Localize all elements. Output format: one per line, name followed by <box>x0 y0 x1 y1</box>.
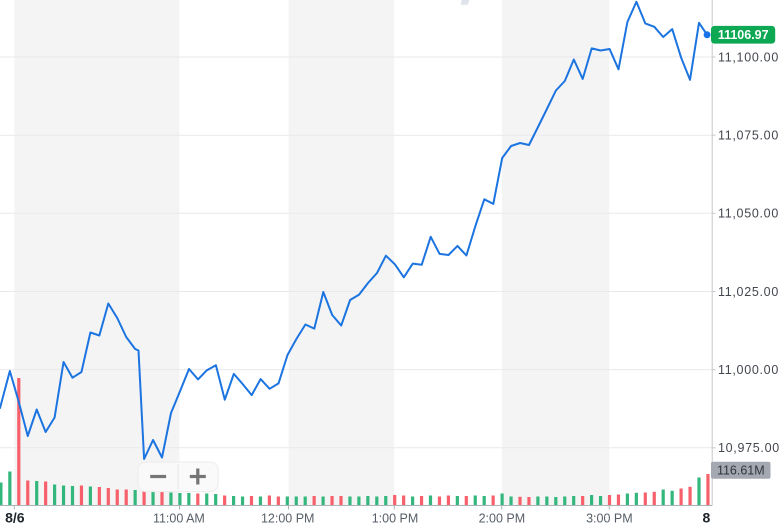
svg-text:11,075.00: 11,075.00 <box>718 129 779 143</box>
svg-text:11,100.00: 11,100.00 <box>718 50 779 64</box>
svg-text:8/6: 8/6 <box>5 510 25 526</box>
svg-text:3:00 PM: 3:00 PM <box>586 512 633 526</box>
svg-text:11,000.00: 11,000.00 <box>718 363 779 377</box>
svg-text:11,025.00: 11,025.00 <box>718 285 779 299</box>
svg-text:1:00 PM: 1:00 PM <box>372 512 419 526</box>
svg-text:8/7: 8/7 <box>703 510 723 526</box>
svg-text:2:00 PM: 2:00 PM <box>479 512 526 526</box>
svg-text:10,975.00: 10,975.00 <box>718 441 780 455</box>
svg-text:11:00 AM: 11:00 AM <box>153 512 205 526</box>
svg-text:11,050.00: 11,050.00 <box>718 207 779 221</box>
svg-text:12:00 PM: 12:00 PM <box>261 512 315 526</box>
svg-text:116.61M: 116.61M <box>717 464 765 478</box>
svg-text:11106.97: 11106.97 <box>718 28 769 42</box>
